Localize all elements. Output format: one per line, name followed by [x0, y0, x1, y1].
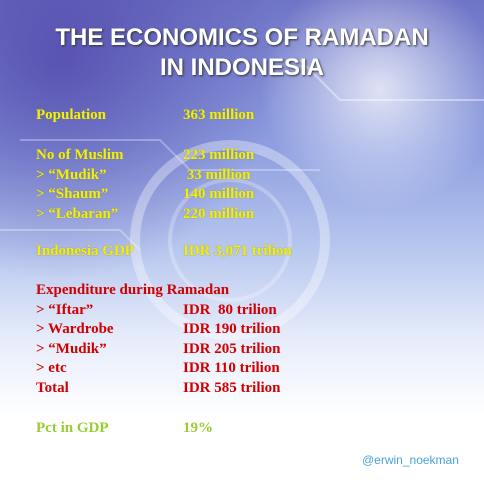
row-label: > “Iftar”	[36, 301, 94, 318]
row-label: Pct in GDP	[36, 420, 109, 436]
row-label: No of Muslim	[36, 147, 124, 163]
row-value: 363 million	[183, 107, 255, 123]
row-value: 19%	[183, 420, 213, 436]
row-label: Total	[36, 379, 69, 396]
row-value: IDR 3,071 trilion	[183, 243, 292, 259]
row-value: IDR 205 trilion	[183, 340, 281, 357]
row-label: > etc	[36, 360, 67, 376]
row-value: 223 million	[183, 147, 255, 163]
row-value: IDR 110 trilion	[183, 360, 280, 376]
row-label: > Wardrobe	[36, 321, 114, 337]
row-value: IDR 585 trilion	[183, 379, 281, 396]
row-label: > “Shaum”	[36, 186, 109, 202]
title-line: THE ECONOMICS OF RAMADAN	[55, 24, 429, 51]
row-value: 33 million	[183, 166, 251, 183]
credit: @erwin_noekman	[362, 453, 459, 467]
row-label: > “Lebaran”	[36, 205, 119, 222]
row-value: 140 million	[183, 186, 255, 202]
section-heading: Expenditure during Ramadan	[36, 282, 230, 298]
row-label: Indonesia GDP	[36, 243, 134, 259]
row-label: Population	[36, 107, 107, 123]
row-label: > “Mudik”	[36, 166, 107, 183]
row-value: IDR 80 trilion	[183, 301, 277, 318]
row-value: 220 million	[183, 205, 255, 222]
row-label: > “Mudik”	[36, 340, 107, 357]
title-line: IN INDONESIA	[159, 54, 324, 81]
row-value: IDR 190 trilion	[183, 321, 281, 337]
